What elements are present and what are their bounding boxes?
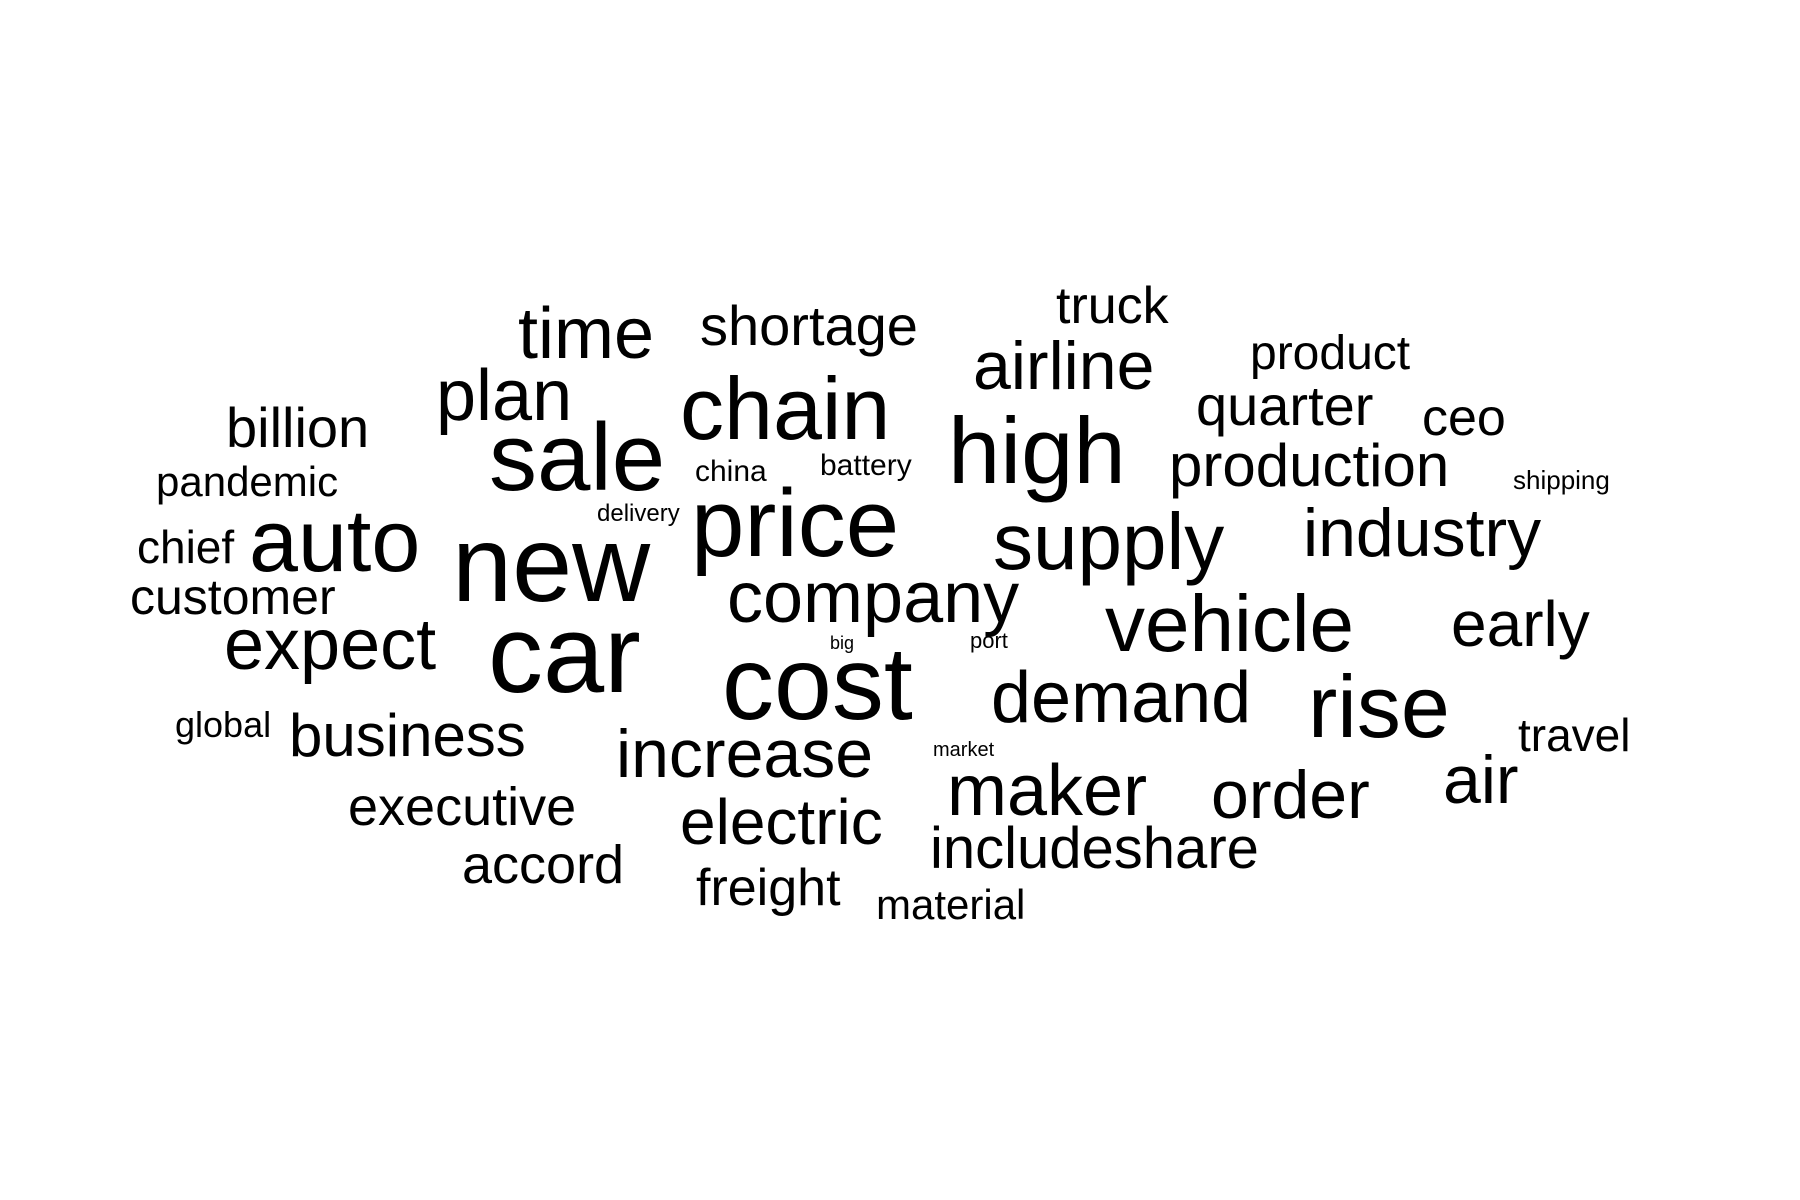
word-production: production xyxy=(1169,432,1450,499)
word-shortage: shortage xyxy=(700,294,918,357)
word-material: material xyxy=(876,881,1026,928)
word-airline: airline xyxy=(973,328,1155,404)
word-expect: expect xyxy=(224,605,437,685)
word-high: high xyxy=(948,398,1126,503)
word-business: business xyxy=(289,702,526,769)
word-time: time xyxy=(518,294,655,374)
word-plan: plan xyxy=(436,356,573,436)
word-industry: industry xyxy=(1303,495,1542,571)
word-order: order xyxy=(1211,757,1370,833)
word-vehicle: vehicle xyxy=(1105,579,1355,668)
word-accord: accord xyxy=(462,835,625,895)
word-early: early xyxy=(1451,588,1590,660)
word-includeshare: includeshare xyxy=(930,816,1259,881)
word-shipping: shipping xyxy=(1513,465,1610,495)
word-chief: chief xyxy=(137,521,235,573)
word-company: company xyxy=(727,558,1020,638)
word-big: big xyxy=(830,633,855,653)
word-battery: battery xyxy=(820,449,912,482)
word-maker: maker xyxy=(947,751,1148,831)
word-price: price xyxy=(691,470,900,577)
word-electric: electric xyxy=(680,786,883,858)
word-freight: freight xyxy=(696,859,841,917)
word-executive: executive xyxy=(348,777,577,837)
word-delivery: delivery xyxy=(597,500,680,527)
word-ceo: ceo xyxy=(1422,389,1506,447)
word-billion: billion xyxy=(226,396,370,459)
word-cost: cost xyxy=(722,626,913,742)
word-port: port xyxy=(970,628,1008,653)
word-new: new xyxy=(452,503,651,624)
word-market: market xyxy=(933,739,995,761)
word-auto: auto xyxy=(249,491,421,590)
word-customer: customer xyxy=(130,569,336,625)
word-air: air xyxy=(1443,742,1519,818)
word-chain: chain xyxy=(680,359,891,458)
word-travel: travel xyxy=(1518,709,1631,761)
word-global: global xyxy=(175,704,272,745)
word-car: car xyxy=(488,593,641,716)
word-pandemic: pandemic xyxy=(156,458,339,505)
word-quarter: quarter xyxy=(1196,374,1374,437)
word-sale: sale xyxy=(489,404,666,511)
word-increase: increase xyxy=(616,716,874,792)
word-supply: supply xyxy=(993,497,1225,586)
word-rise: rise xyxy=(1308,657,1450,756)
word-truck: truck xyxy=(1056,277,1169,335)
word-product: product xyxy=(1250,327,1411,380)
word-demand: demand xyxy=(991,658,1252,738)
word-china: china xyxy=(695,455,767,488)
